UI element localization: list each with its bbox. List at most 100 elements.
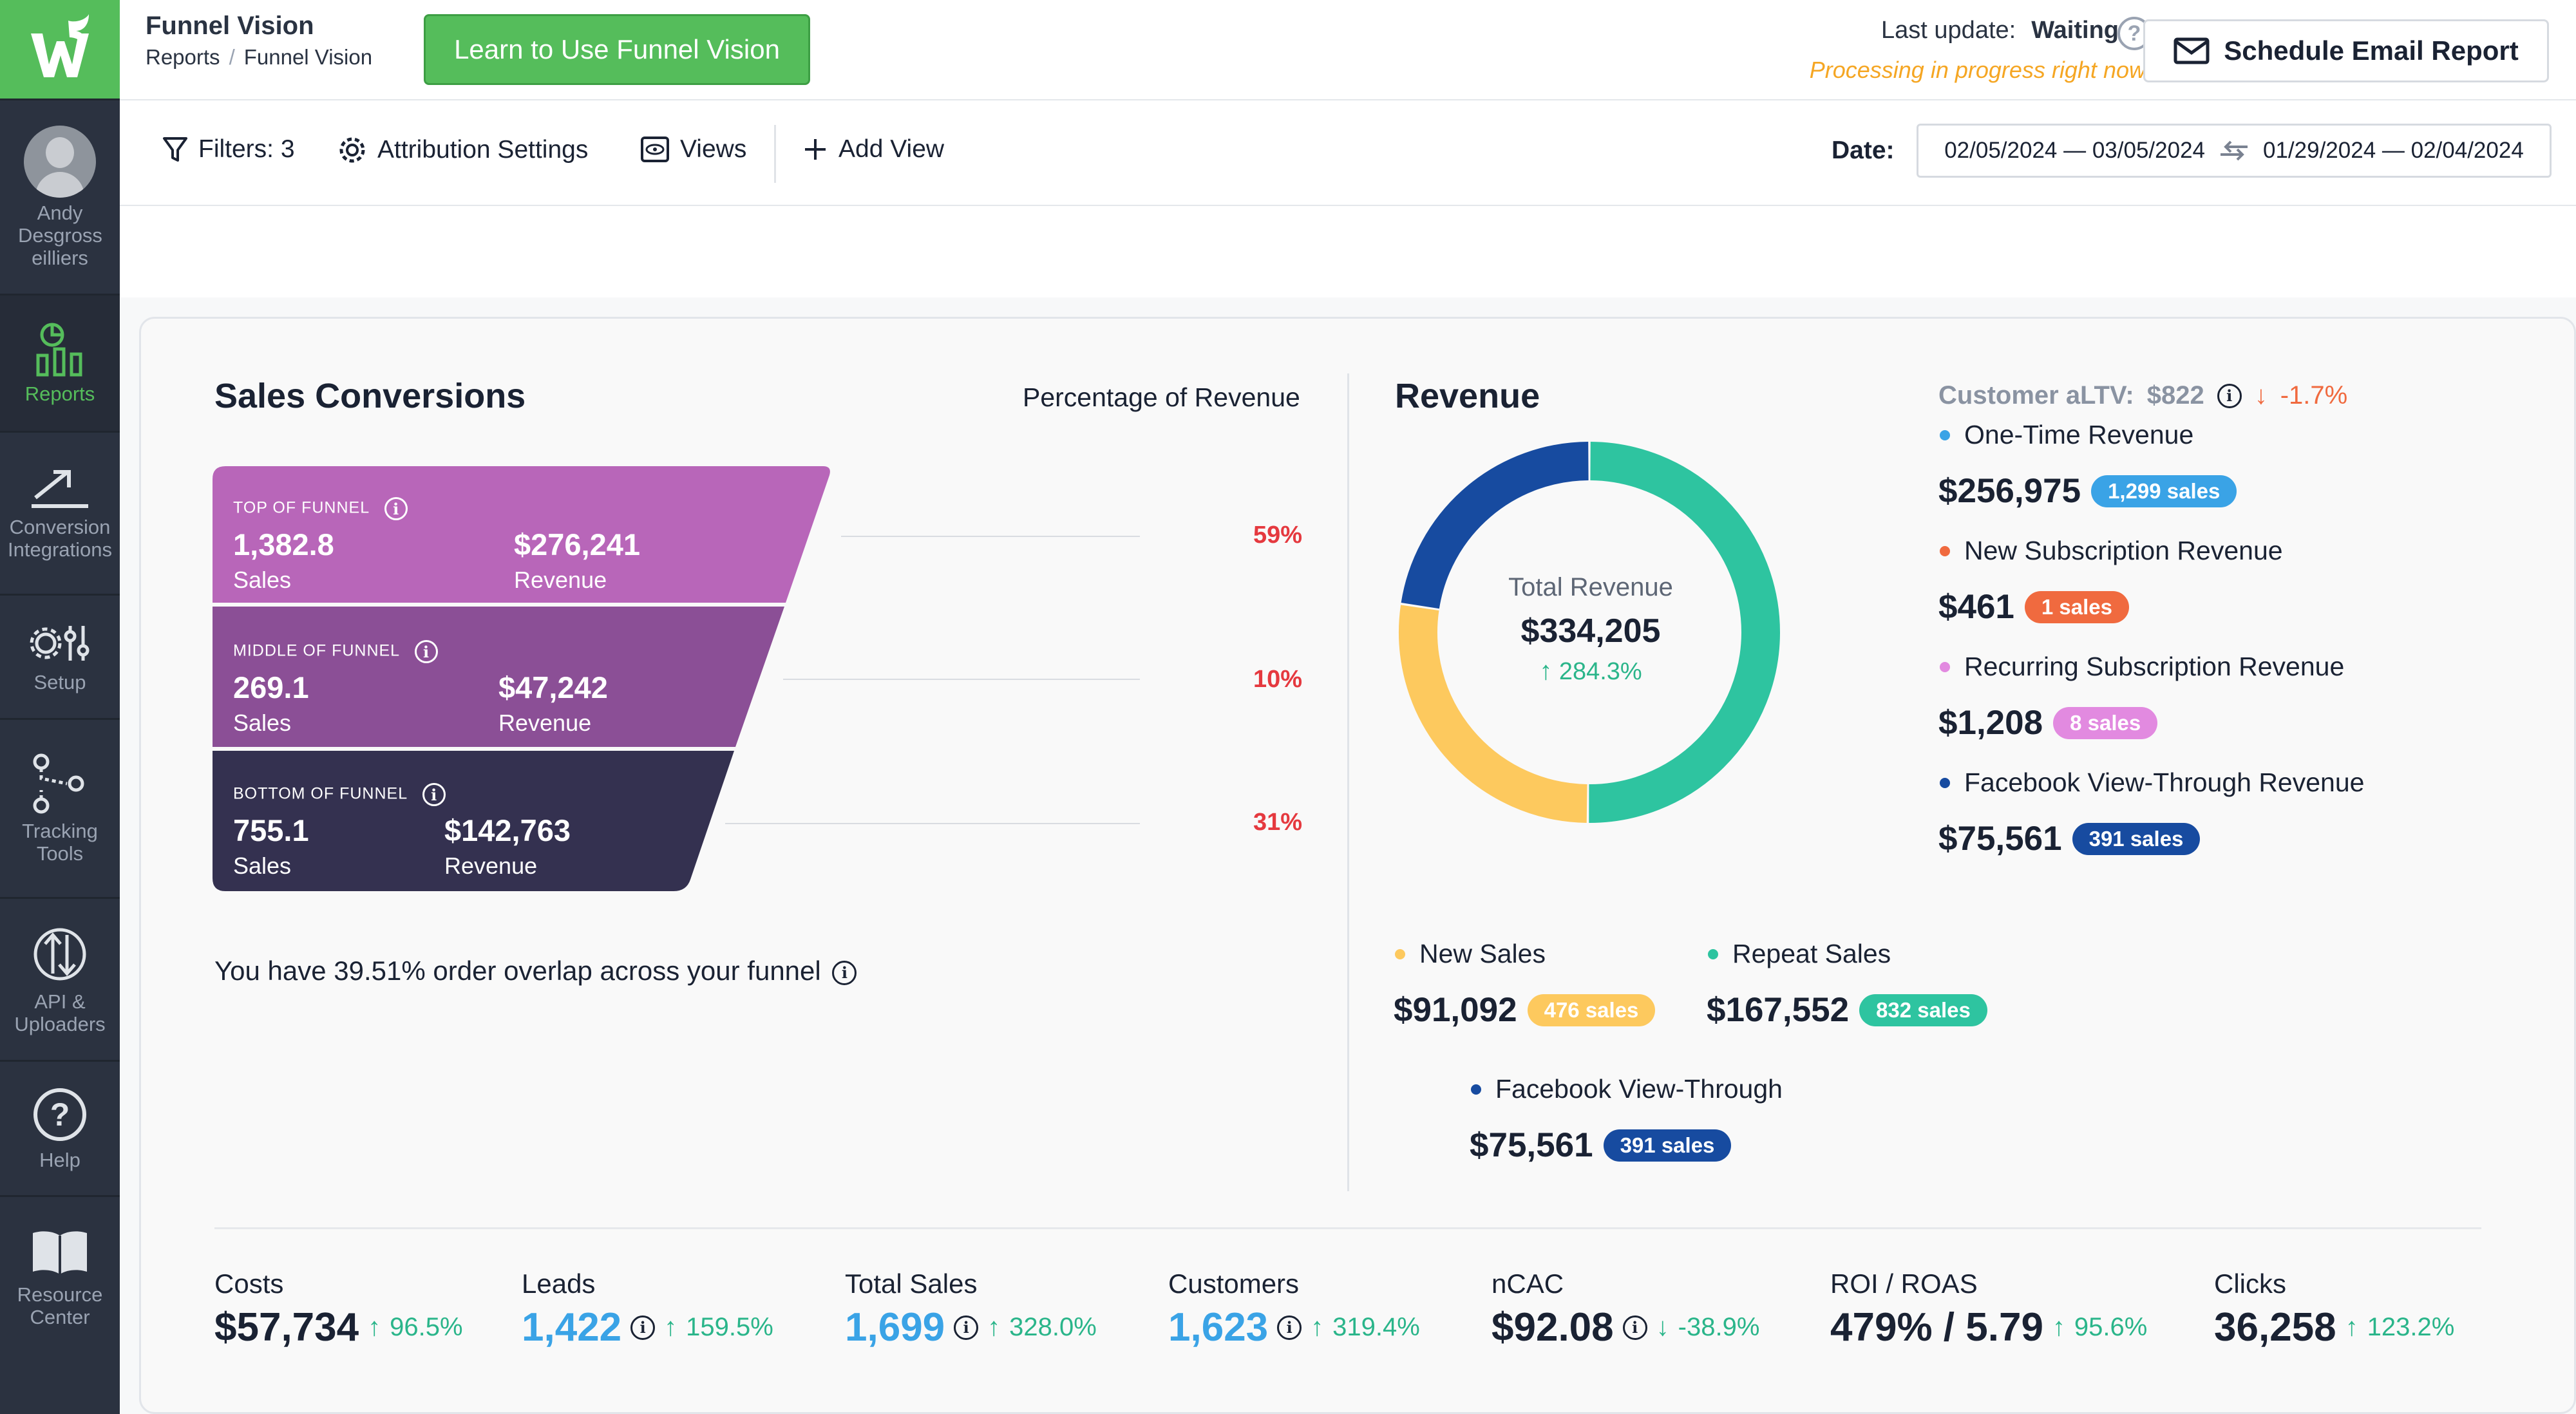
facebook-view-through-row: $75,561 391 sales (1470, 1126, 1732, 1165)
donut-segment-repeat-sales[interactable] (1589, 442, 1780, 823)
metric-value: $57,734 (214, 1305, 359, 1350)
funnel-bottom-stage (213, 751, 734, 891)
metric-value[interactable]: 1,699 (845, 1305, 945, 1350)
breadcrumb-reports[interactable]: Reports (146, 45, 220, 69)
bottom-funnel-label: BOTTOM OF FUNNEL i (233, 783, 446, 806)
sidebar-item-reports[interactable]: Reports (0, 294, 120, 431)
info-icon[interactable]: i (384, 497, 408, 520)
info-icon[interactable]: i (832, 960, 857, 985)
conversion-icon (32, 470, 88, 508)
metrics-divider (214, 1227, 2481, 1229)
metric-roi-roas: ROI / ROAS 479% / 5.79 ↑ 95.6% (1830, 1268, 2148, 1350)
revenue-title: Revenue (1395, 377, 1540, 415)
metric-change: 123.2% (2367, 1313, 2455, 1341)
arrow-down-icon: ↓ (1656, 1313, 1669, 1341)
metric-change: 95.6% (2074, 1313, 2148, 1341)
gear-icon (339, 137, 365, 163)
metric-change: 319.4% (1332, 1313, 1420, 1341)
facebook-view-through-revenue-row: $75,561 391 sales (1938, 819, 2201, 858)
metric-value: $92.08 (1492, 1305, 1614, 1350)
last-update-label: Last update: (1881, 17, 2016, 44)
sidebar-item-conversion-integrations[interactable]: Conversion Integrations (0, 431, 120, 594)
info-icon[interactable]: i (415, 640, 439, 663)
sales-badge: 832 sales (1859, 994, 1987, 1026)
info-icon[interactable]: i (2217, 383, 2242, 408)
mail-icon (2174, 37, 2210, 64)
top-funnel-sales-label: Sales (233, 567, 292, 593)
api-icon (33, 928, 86, 981)
eye-icon (641, 137, 669, 162)
info-icon[interactable]: i (954, 1315, 979, 1340)
revenue-donut-chart (1399, 442, 1780, 823)
sidebar-item-resource-center[interactable]: Resource Center (0, 1195, 120, 1358)
filter-icon (163, 137, 187, 162)
metric-ncac: nCAC $92.08 i ↓ -38.9% (1492, 1268, 1760, 1350)
help-icon: ? (33, 1088, 86, 1141)
date-range-picker[interactable]: 02/05/2024 — 03/05/2024 01/29/2024 — 02/… (1917, 124, 2552, 178)
processing-status: Processing in progress right now. (1809, 57, 2151, 83)
sales-badge: 391 sales (1603, 1129, 1732, 1162)
compare-range: 01/29/2024 — 02/04/2024 (2263, 138, 2524, 163)
sidebar-item-tracking-tools[interactable]: Tracking Tools (0, 718, 120, 897)
section-divider (1347, 373, 1349, 1191)
sidebar-item-setup[interactable]: Setup (0, 594, 120, 718)
arrow-down-icon: ↓ (2254, 381, 2268, 410)
sidebar-item-api-uploaders[interactable]: API & Uploaders (0, 897, 120, 1060)
arrow-up-icon: ↑ (664, 1313, 677, 1341)
arrow-up-icon: ↑ (987, 1313, 1001, 1341)
breadcrumb-funnel-vision[interactable]: Funnel Vision (243, 45, 373, 69)
bottom-funnel-sales: 755.1 (233, 813, 309, 847)
metric-value[interactable]: 1,623 (1168, 1305, 1269, 1350)
sidebar-item-label: Resource Center (17, 1283, 103, 1328)
metric-total-sales: Total Sales 1,699 i ↑ 328.0% (845, 1268, 1097, 1350)
schedule-email-report-button[interactable]: Schedule Email Report (2143, 19, 2549, 82)
arrow-up-icon: ↑ (368, 1313, 381, 1341)
sales-badge: 8 sales (2053, 706, 2158, 739)
middle-funnel-revenue-label: Revenue (498, 710, 592, 736)
setup-icon (30, 625, 90, 661)
legend-new-subscription-revenue: New Subscription Revenue (1940, 536, 2283, 566)
recurring-subscription-revenue-row: $1,208 8 sales (1938, 703, 2158, 742)
arrow-up-icon: ↑ (1539, 657, 1553, 685)
logo[interactable] (0, 0, 120, 99)
date-range: 02/05/2024 — 03/05/2024 (1944, 138, 2205, 163)
pct-line-bottom (725, 823, 1140, 824)
learn-funnel-vision-button[interactable]: Learn to Use Funnel Vision (424, 14, 810, 85)
legend-new-sales: New Sales (1395, 939, 1546, 969)
donut-segment-facebook-view-through[interactable] (1401, 442, 1589, 609)
sidebar-item-label: Reports (24, 382, 95, 405)
sidebar-user[interactable]: Andy Desgross eilliers (0, 99, 120, 294)
donut-segment-new-sales[interactable] (1399, 605, 1587, 823)
plus-icon (805, 139, 826, 160)
sidebar-item-label: Conversion Integrations (8, 516, 112, 561)
metric-value[interactable]: 1,422 (522, 1305, 622, 1350)
metric-value: 36,258 (2214, 1305, 2336, 1350)
customer-altv: Customer aLTV: $822 i ↓ -1.7% (1938, 381, 2347, 410)
info-icon[interactable]: i (630, 1315, 656, 1340)
top-funnel-revenue-label: Revenue (514, 567, 607, 593)
metric-change: 96.5% (390, 1313, 463, 1341)
sales-badge: 391 sales (2072, 822, 2201, 855)
compare-arrows-icon (2221, 140, 2248, 161)
filters-button[interactable]: Filters: 3 (162, 135, 295, 164)
user-name: Andy Desgross eilliers (18, 201, 102, 269)
avatar (24, 125, 96, 198)
info-icon[interactable]: i (1277, 1315, 1302, 1340)
bottom-funnel-revenue: $142,763 (444, 813, 571, 847)
sidebar-item-help[interactable]: ? Help (0, 1060, 120, 1195)
legend-recurring-subscription-revenue: Recurring Subscription Revenue (1940, 652, 2344, 682)
legend-facebook-view-through-revenue: Facebook View-Through Revenue (1940, 768, 2364, 798)
views-button[interactable]: Views (640, 135, 746, 164)
add-view-button[interactable]: Add View (802, 135, 944, 164)
sidebar-item-label: Help (39, 1149, 80, 1171)
legend-facebook-view-through: Facebook View-Through (1471, 1074, 1783, 1104)
attribution-settings-button[interactable]: Attribution Settings (337, 135, 588, 165)
total-revenue-label: Total Revenue (1508, 573, 1673, 601)
arrow-up-icon: ↑ (2052, 1313, 2065, 1341)
info-icon[interactable]: i (422, 783, 446, 806)
top-funnel-label: TOP OF FUNNEL i (233, 497, 408, 520)
sales-badge: 1 sales (2024, 590, 2130, 623)
new-subscription-revenue-row: $461 1 sales (1938, 587, 2130, 627)
info-icon[interactable]: i (1622, 1315, 1647, 1340)
metric-leads: Leads 1,422 i ↑ 159.5% (522, 1268, 773, 1350)
